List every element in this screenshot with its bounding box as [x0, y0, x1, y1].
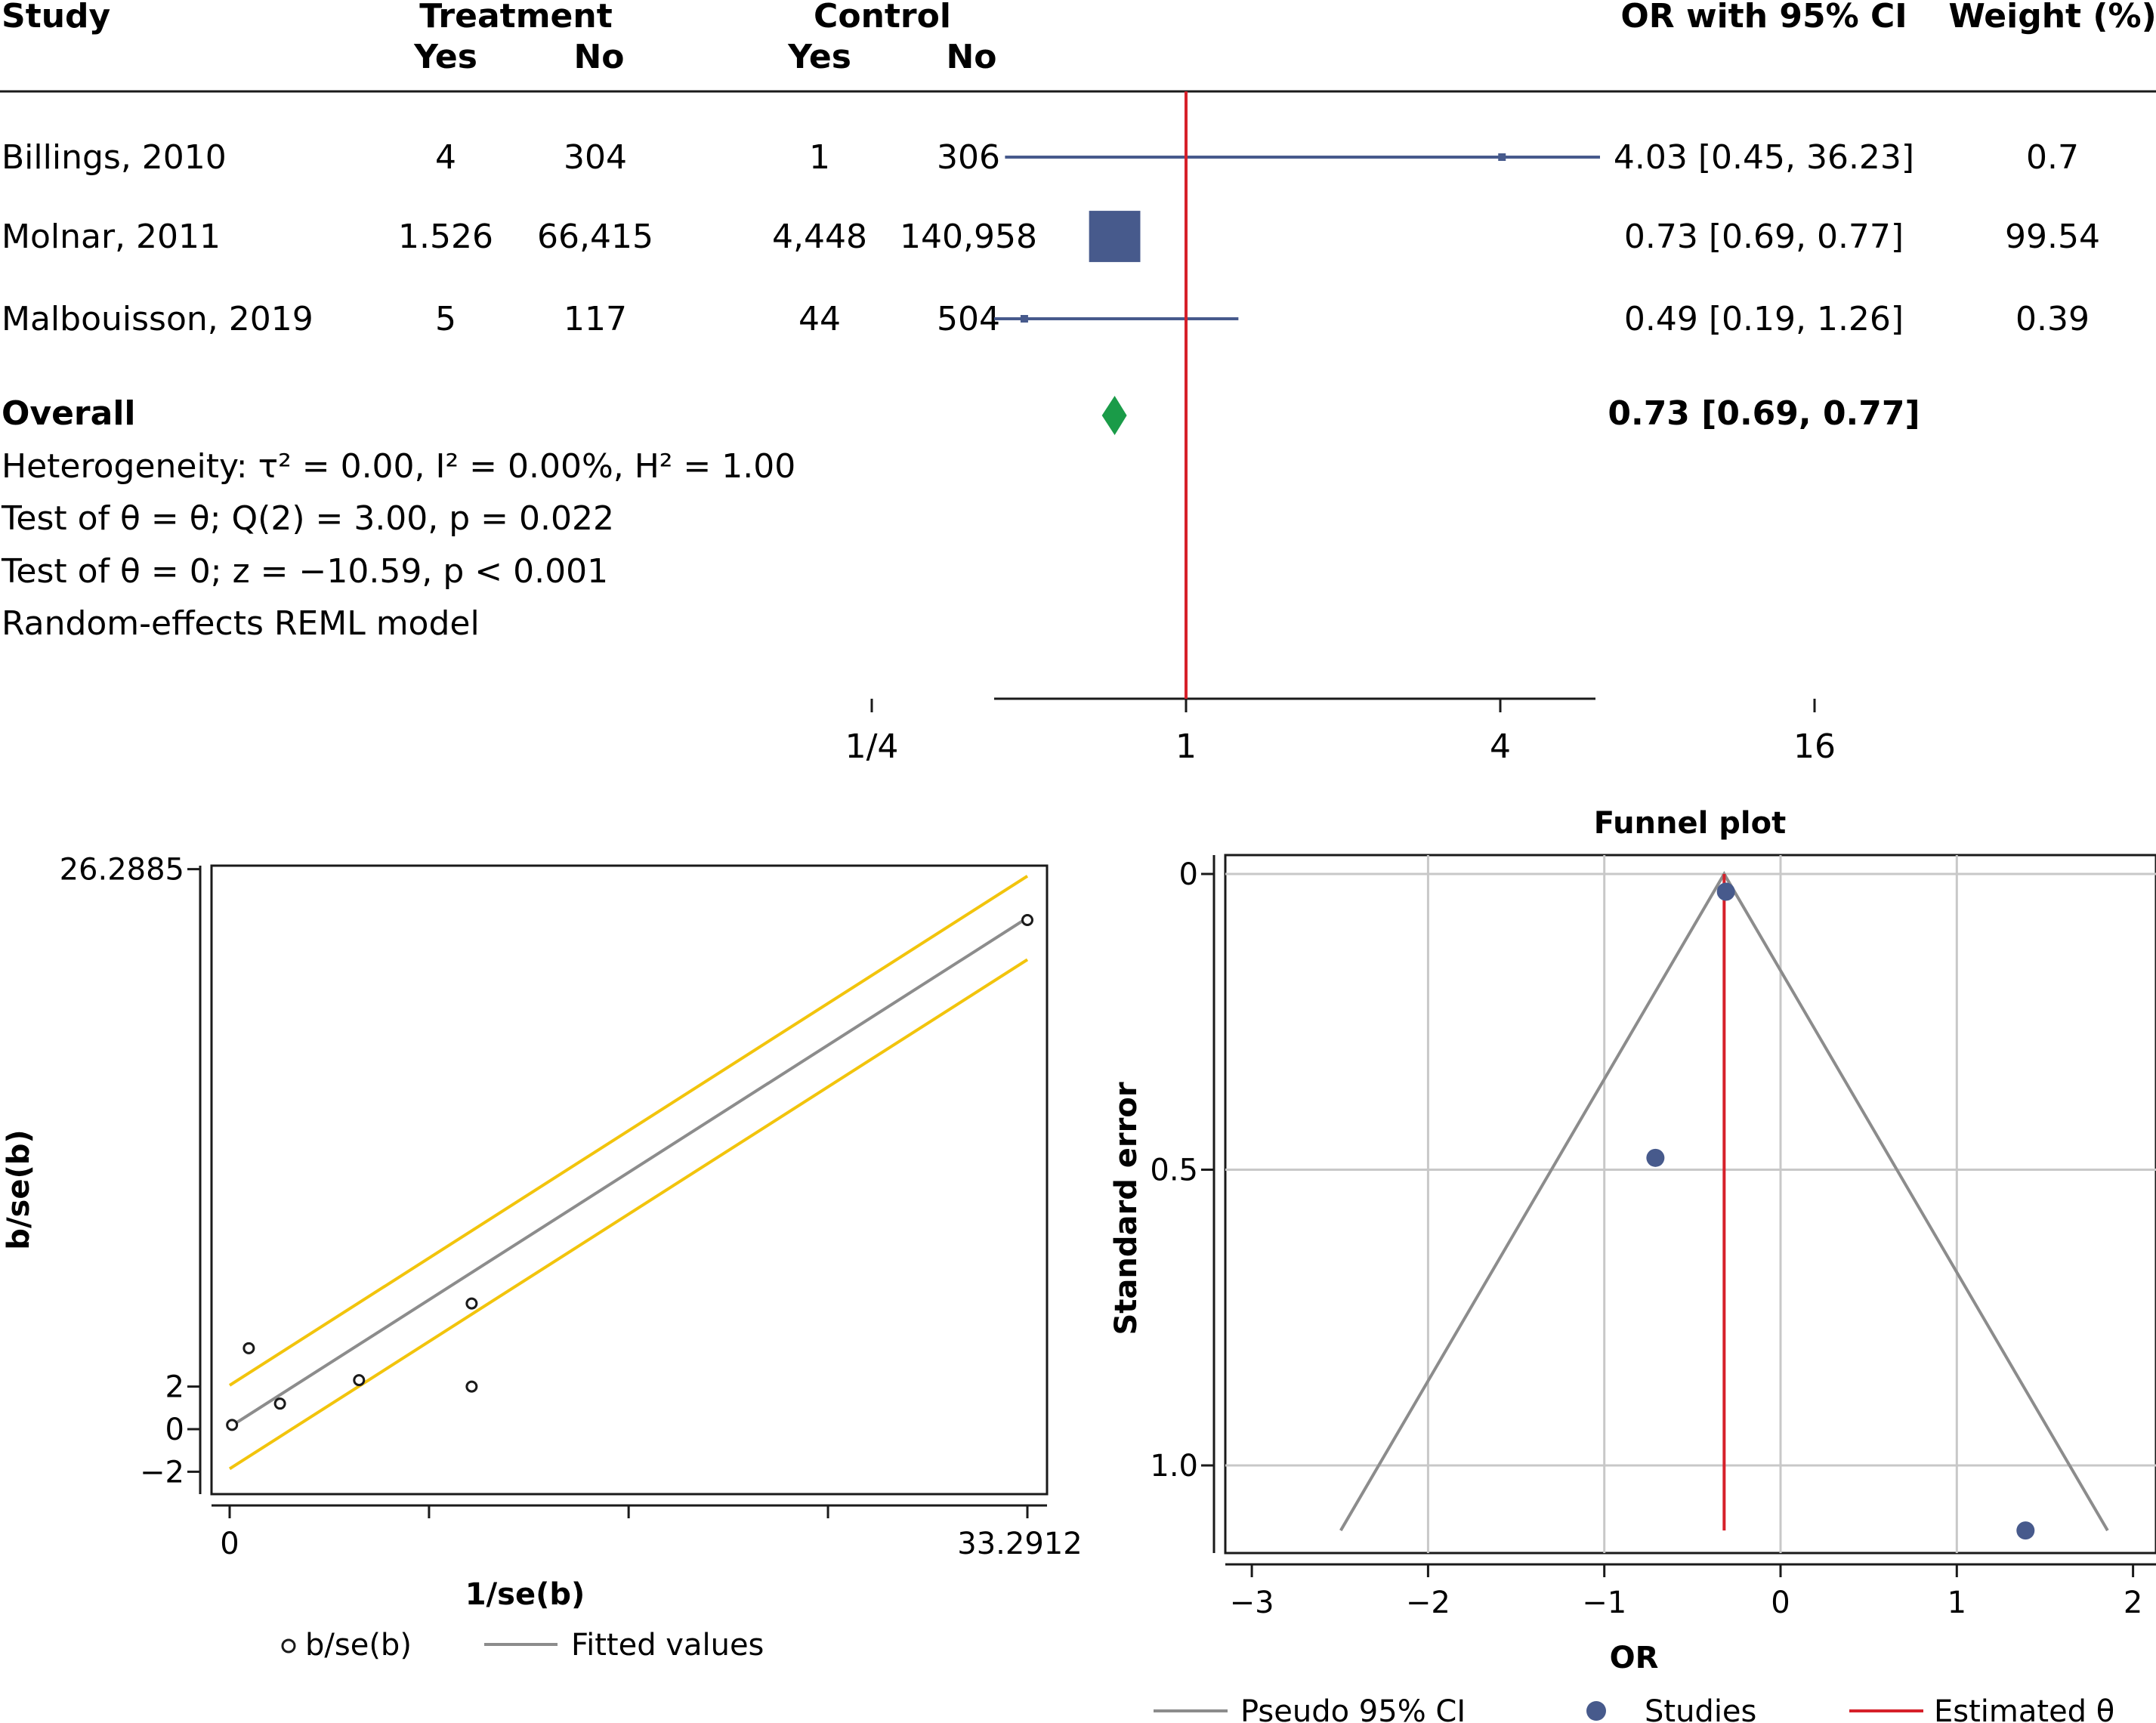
or-ci-cell: 0.49 [0.19, 1.26]: [1624, 300, 1904, 338]
funnel-y-tick-label: 1.0: [1150, 1449, 1198, 1484]
galbraith-ylabel: b/se(b): [2, 1129, 36, 1249]
overall-label: Overall: [2, 394, 135, 433]
funnel-y-tick-label: 0.5: [1150, 1153, 1198, 1188]
upper-band-line: [228, 875, 1029, 1387]
legend-hollow-marker-icon: [281, 1638, 296, 1654]
funnel-plot: Funnel plot −3 −2 −1 0 1 2 0 0.5 1.0 OR Standard…: [1109, 806, 2156, 1723]
test-zero-note: Test of θ = 0; z = −10.59, p < 0.001: [1, 552, 608, 591]
galbraith-point: [226, 1419, 239, 1431]
funnel-ticks: −3 −2 −1 0 1 2 0 0.5 1.0: [1150, 857, 2142, 1620]
galbraith-legend-fitted: Fitted values: [571, 1628, 764, 1663]
galbraith-xlabel: 1/se(b): [465, 1577, 585, 1612]
treatment-yes-cell: 4: [435, 138, 456, 177]
funnel-study-point: [1716, 882, 1735, 901]
galbraith-y-tick-label: −2: [140, 1455, 184, 1490]
control-yes-cell: 4,448: [772, 218, 867, 256]
heterogeneity-note: Heterogeneity: τ² = 0.00, I² = 0.00%, H²…: [2, 447, 795, 486]
overall-ci-text: 0.73 [0.69, 0.77]: [1608, 394, 1920, 433]
or-ci-cell: 4.03 [0.45, 36.23]: [1614, 138, 1914, 177]
legend-study-marker-icon: [1586, 1701, 1606, 1721]
funnel-study-point: [1646, 1148, 1665, 1167]
galbraith-x-tick-label: 33.2912: [957, 1527, 1082, 1561]
funnel-xlabel: OR: [1610, 1641, 1659, 1675]
control-no-cell: 504: [937, 300, 1000, 338]
funnel-x-tick-label: −1: [1582, 1586, 1626, 1620]
header-weight: Weight (%): [1948, 0, 2156, 36]
weight-cell: 0.39: [2015, 300, 2090, 338]
treatment-no-cell: 117: [564, 300, 627, 338]
treatment-yes-cell: 1.526: [398, 218, 493, 256]
galbraith-ticks: 0 33.2912 26.2885 2 0 −2: [60, 853, 1083, 1561]
funnel-title: Funnel plot: [1594, 806, 1786, 841]
study-name: Billings, 2010: [2, 138, 227, 177]
treatment-no-cell: 66,415: [537, 218, 653, 256]
header-control: Control: [814, 0, 951, 36]
header-treatment-yes: Yes: [413, 38, 477, 76]
forest-tick-label: 4: [1490, 727, 1511, 766]
header-control-no: No: [946, 38, 996, 76]
forest-marks: [994, 91, 1600, 699]
funnel-x-tick-label: 0: [1771, 1586, 1790, 1620]
overall-diamond: [1101, 396, 1127, 435]
galbraith-y-tick-label: 2: [165, 1370, 184, 1405]
header-treatment-no: No: [573, 38, 624, 76]
funnel-legend-estimate: Estimated θ: [1934, 1694, 2114, 1723]
funnel-x-tick-label: 2: [2124, 1586, 2142, 1620]
study-effect-box: [1089, 211, 1141, 262]
funnel-grid: [1225, 855, 2156, 1553]
funnel-legend-studies: Studies: [1645, 1694, 1756, 1723]
galbraith-point: [242, 1342, 255, 1354]
control-yes-cell: 44: [798, 300, 841, 338]
or-ci-cell: 0.73 [0.69, 0.77]: [1624, 218, 1904, 256]
header-control-yes: Yes: [787, 38, 851, 76]
fitted-line: [228, 916, 1029, 1428]
funnel-marks: [1339, 871, 2109, 1540]
control-no-cell: 140,958: [900, 218, 1037, 256]
weight-cell: 0.7: [2026, 138, 2079, 177]
galbraith-point: [353, 1374, 366, 1387]
galbraith-y-tick-label: 0: [165, 1413, 184, 1447]
galbraith-y-tick-label: 26.2885: [60, 853, 184, 888]
forest-tick-label: 1/4: [845, 727, 899, 766]
funnel-ylabel: Standard error: [1109, 1082, 1144, 1335]
treatment-no-cell: 304: [564, 138, 627, 177]
galbraith-legend-points: b/se(b): [305, 1628, 412, 1663]
forest-rows: Billings, 2010 4 304 1 306 4.03 [0.45, 36.23]…: [2, 138, 2100, 338]
study-effect-box: [1020, 315, 1028, 323]
funnel-frame: [1224, 854, 2156, 1555]
galbraith-point: [465, 1380, 478, 1393]
galbraith-point: [465, 1297, 478, 1310]
study-name: Molnar, 2011: [2, 218, 221, 256]
weight-cell: 99.54: [2005, 218, 2100, 256]
funnel-x-tick-label: −2: [1406, 1586, 1450, 1620]
funnel-study-point: [2016, 1521, 2035, 1540]
header-treatment: Treatment: [419, 0, 613, 36]
header-study: Study: [2, 0, 110, 36]
funnel-x-tick-label: −3: [1230, 1586, 1274, 1620]
galbraith-points: [226, 914, 1033, 1431]
galbraith-plot: 0 33.2912 26.2885 2 0 −2 1/se(b) b/se(b) b/se…: [2, 853, 1083, 1663]
galbraith-x-tick-label: 0: [220, 1527, 239, 1561]
forest-x-ticks: 1/4 1 4 16: [845, 699, 1836, 766]
lower-band-line: [228, 958, 1029, 1471]
treatment-yes-cell: 5: [435, 300, 456, 338]
control-no-cell: 306: [937, 138, 1000, 177]
galbraith-point: [273, 1397, 286, 1410]
forest-tick-label: 1: [1175, 727, 1197, 766]
forest-plot: Study Treatment Control Yes No Yes No OR…: [0, 0, 2156, 766]
funnel-x-tick-label: 1: [1948, 1586, 1966, 1620]
funnel-legend-pseudo-ci: Pseudo 95% CI: [1240, 1694, 1466, 1723]
forest-tick-label: 16: [1793, 727, 1836, 766]
study-effect-box: [1498, 153, 1506, 161]
study-name: Malbouisson, 2019: [2, 300, 314, 338]
control-yes-cell: 1: [809, 138, 830, 177]
header-or-ci: OR with 95% CI: [1620, 0, 1907, 36]
galbraith-lines: [228, 875, 1029, 1471]
galbraith-frame: [210, 864, 1049, 1496]
galbraith-point: [1021, 914, 1033, 927]
funnel-y-tick-label: 0: [1179, 857, 1198, 892]
test-equal-note: Test of θ = θ; Q(2) = 3.00, p = 0.022: [1, 499, 614, 538]
model-note: Random-effects REML model: [2, 604, 480, 643]
